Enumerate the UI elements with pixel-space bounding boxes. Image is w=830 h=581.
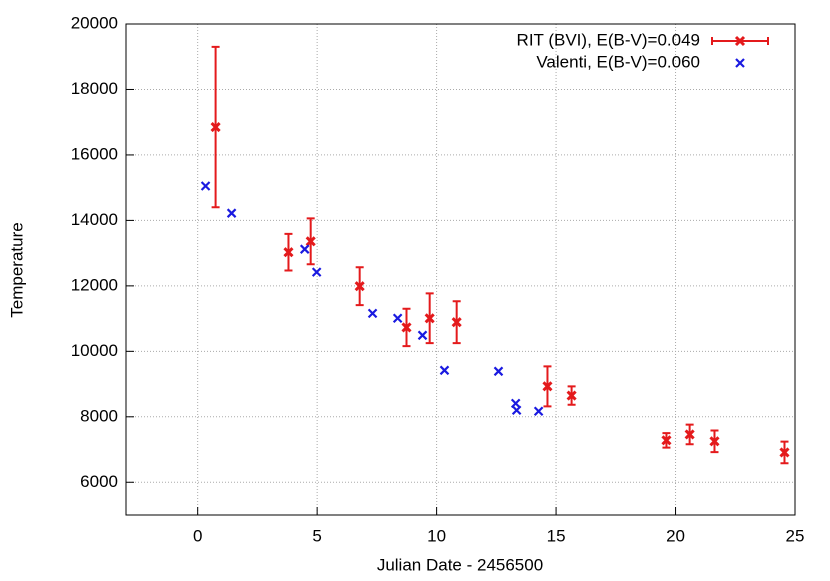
data-point [299, 244, 310, 254]
data-point [533, 406, 544, 417]
y-axis-label: Temperature [7, 222, 26, 317]
x-tick-label: 15 [547, 526, 566, 545]
x-tick-label: 20 [666, 526, 685, 545]
y-tick-label: 10000 [71, 341, 118, 360]
y-tick-label: 20000 [71, 13, 118, 32]
data-point [511, 405, 522, 416]
data-point [779, 447, 790, 458]
x-tick-label: 10 [427, 526, 446, 545]
y-tick-label: 14000 [71, 210, 118, 229]
data-point [210, 122, 221, 133]
x-tick-label: 5 [312, 526, 321, 545]
data-point [354, 281, 365, 292]
data-point [439, 365, 450, 376]
y-tick-label: 8000 [80, 406, 118, 425]
x-tick-label: 0 [193, 526, 202, 545]
data-point [451, 317, 462, 328]
x-axis-label: Julian Date - 2456500 [377, 555, 543, 574]
data-point [566, 390, 577, 401]
data-point [283, 247, 294, 258]
y-tick-label: 16000 [71, 144, 118, 163]
legend-label: RIT (BVI), E(B-V)=0.049 [517, 30, 700, 49]
plot-frame [125, 23, 796, 516]
data-point [392, 313, 403, 324]
legend-symbol [735, 58, 745, 68]
data-point [709, 436, 720, 447]
data-point [311, 267, 322, 277]
data-point [226, 208, 237, 218]
data-point [542, 381, 553, 392]
data-point [367, 308, 378, 319]
x-tick-label: 25 [786, 526, 805, 545]
legend-label: Valenti, E(B-V)=0.060 [536, 52, 700, 71]
data-point [305, 236, 316, 247]
y-tick-label: 6000 [80, 472, 118, 491]
data-point [200, 181, 211, 191]
data-point [493, 366, 504, 377]
y-tick-label: 18000 [71, 79, 118, 98]
legend-symbol [734, 35, 746, 47]
data-point [424, 313, 435, 324]
y-tick-label: 12000 [71, 275, 118, 294]
data-point [401, 322, 412, 333]
data-point [661, 435, 672, 446]
data-point [417, 330, 428, 341]
data-point [684, 429, 695, 440]
